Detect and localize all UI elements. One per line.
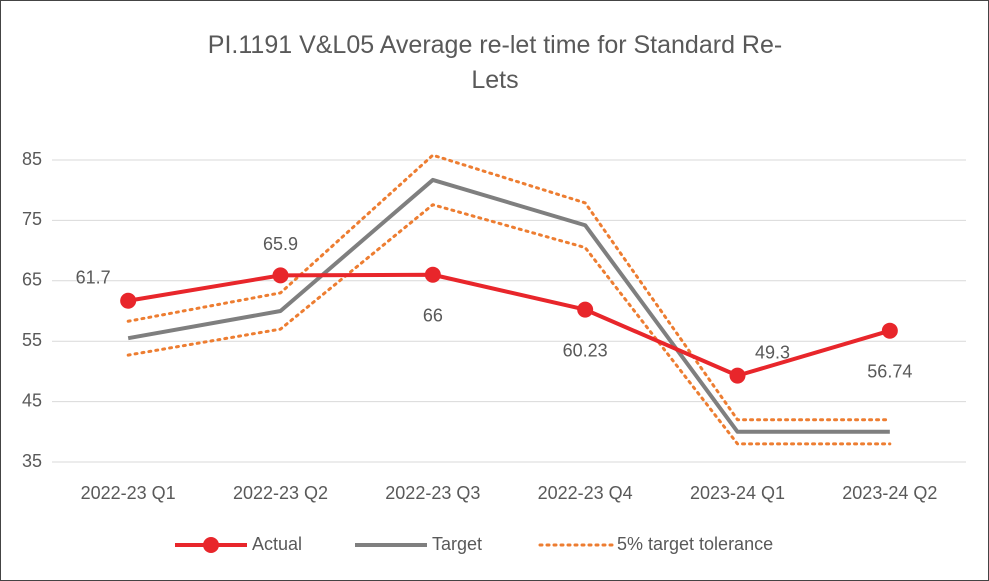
tolerance-upper-line: [126, 153, 892, 422]
x-tick-label: 2022-23 Q3: [385, 483, 480, 503]
actual-marker: [120, 292, 137, 309]
legend-label: Actual: [252, 534, 302, 554]
actual-marker: [424, 266, 441, 283]
data-label: 49.3: [755, 342, 790, 362]
x-tick-label: 2023-24 Q2: [842, 483, 937, 503]
chart-title: PI.1191 V&L05 Average re-let time for St…: [207, 31, 783, 94]
y-tick-label: 45: [22, 390, 42, 410]
y-tick-label: 65: [22, 270, 42, 290]
legend-label: 5% target tolerance: [617, 534, 773, 554]
actual-line: [127, 272, 891, 378]
x-tick-label: 2022-23 Q2: [233, 483, 328, 503]
data-label: 56.74: [867, 361, 912, 381]
legend-marker: [203, 537, 219, 553]
x-tick-label: 2022-23 Q1: [81, 483, 176, 503]
actual-marker: [881, 322, 898, 339]
data-label: 61.7: [76, 267, 111, 287]
x-tick-label: 2022-23 Q4: [538, 483, 633, 503]
data-label: 66: [423, 306, 443, 326]
tolerance-lower-line: [126, 203, 892, 446]
actual-marker: [729, 367, 746, 384]
target-line: [127, 177, 890, 434]
legend-label: Target: [432, 534, 482, 554]
y-tick-label: 35: [22, 451, 42, 471]
actual-marker: [272, 267, 289, 284]
actual-marker: [577, 301, 594, 318]
data-label: 65.9: [263, 234, 298, 254]
data-label: 60.23: [563, 340, 608, 360]
y-tick-label: 85: [22, 149, 42, 169]
y-tick-label: 75: [22, 209, 42, 229]
x-tick-label: 2023-24 Q1: [690, 483, 785, 503]
y-tick-label: 55: [22, 330, 42, 350]
